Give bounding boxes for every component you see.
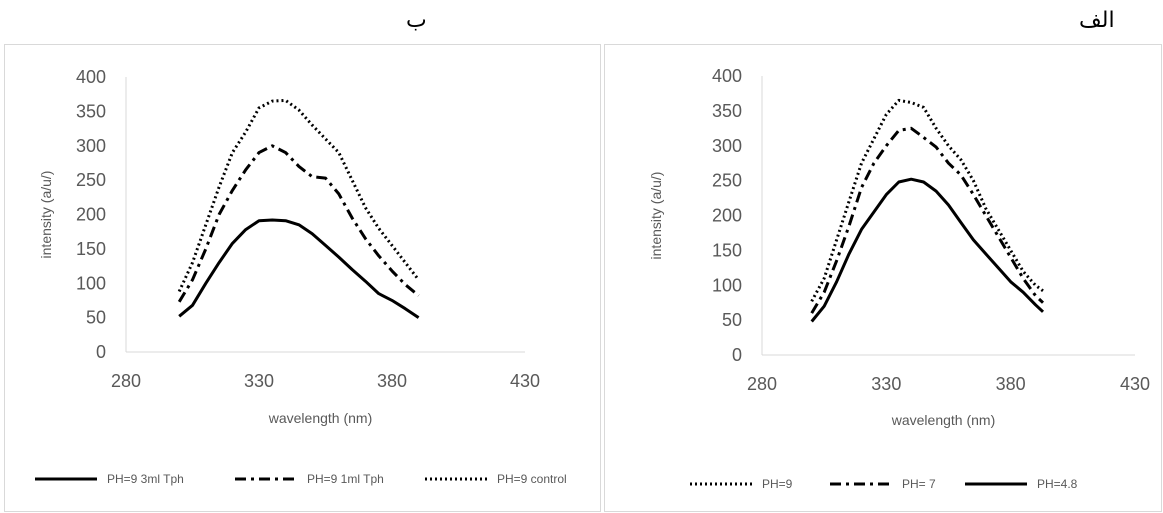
x-tick-label: 330 xyxy=(244,371,274,391)
y-tick-label: 50 xyxy=(86,308,106,328)
y-tick-label: 100 xyxy=(712,275,742,295)
chart-panel-alef: 0 50 100 150 200 250 300 350 400 280 330 380 430 wave… xyxy=(604,44,1162,512)
y-tick-label: 150 xyxy=(712,240,742,260)
series-line-0 xyxy=(810,98,1044,303)
panel-title-right: ب xyxy=(406,8,427,33)
legend-label-0: PH=9 3ml Tph xyxy=(107,472,184,486)
y-tick-label: 200 xyxy=(76,205,106,225)
y-tick-label: 0 xyxy=(732,345,742,365)
y-tick-label: 0 xyxy=(96,342,106,362)
y-tick-label: 300 xyxy=(712,136,742,156)
x-tick-label: 430 xyxy=(1120,374,1150,394)
y-tick-label: 250 xyxy=(76,170,106,190)
legend-label-0: PH=9 xyxy=(762,477,793,491)
x-tick-label: 330 xyxy=(871,374,901,394)
y-tick-label: 250 xyxy=(712,171,742,191)
y-axis-label: intensity (a/u/) xyxy=(648,172,664,260)
y-axis-label: intensity (a/u/) xyxy=(38,171,54,259)
x-tick-label: 380 xyxy=(996,374,1026,394)
x-tick-label: 280 xyxy=(111,371,141,391)
legend-label-2: PH=9 control xyxy=(497,472,567,486)
y-tick-label: 100 xyxy=(76,273,106,293)
series-line-2 xyxy=(810,177,1045,323)
x-tick-label: 430 xyxy=(510,371,540,391)
y-tick-label: 400 xyxy=(76,67,106,87)
series-line-0 xyxy=(178,218,420,319)
series-line-1 xyxy=(810,126,1045,314)
y-tick-label: 50 xyxy=(722,310,742,330)
series-line-2 xyxy=(177,98,420,293)
legend-label-2: PH=4.8 xyxy=(1037,477,1078,491)
y-tick-label: 150 xyxy=(76,239,106,259)
chart-alef: 0 50 100 150 200 250 300 350 400 280 330 380 430 wave… xyxy=(648,66,1150,491)
chart-b: 0 50 100 150 200 250 300 350 400 280 330 380 430 wave… xyxy=(35,67,567,486)
chart-panel-b: 0 50 100 150 200 250 300 350 400 280 330 380 430 wave… xyxy=(4,44,601,512)
y-tick-label: 350 xyxy=(76,101,106,121)
y-tick-label: 350 xyxy=(712,101,742,121)
x-tick-label: 380 xyxy=(377,371,407,391)
x-tick-label: 280 xyxy=(747,374,777,394)
y-tick-label: 400 xyxy=(712,66,742,86)
panel-title-left: الف xyxy=(1079,8,1115,33)
series-line-1 xyxy=(177,144,420,303)
y-tick-label: 300 xyxy=(76,136,106,156)
y-tick-label: 200 xyxy=(712,206,742,226)
x-axis-label: wavelength (nm) xyxy=(891,412,996,428)
x-axis-label: wavelength (nm) xyxy=(268,410,373,426)
legend-label-1: PH=9 1ml Tph xyxy=(307,472,384,486)
legend-label-1: PH= 7 xyxy=(902,477,936,491)
